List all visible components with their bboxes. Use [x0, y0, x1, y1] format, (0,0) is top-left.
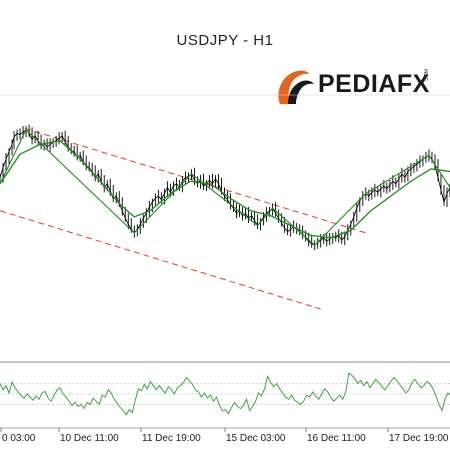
- price-plot: [0, 124, 450, 310]
- chart-title: USDJPY - H1: [176, 32, 274, 49]
- x-tick-label: 10 Dec 11:00: [60, 433, 119, 444]
- x-tick-label: 17 Dec 19:00: [389, 433, 449, 444]
- x-tick-label: 16 Dec 11:00: [307, 433, 366, 444]
- oscillator-plot: [0, 372, 450, 416]
- lower-channel-line: [0, 210, 321, 310]
- x-tick-label: 11 Dec 19:00: [142, 433, 201, 444]
- brand-logo: PEDIAFX .COM: [272, 64, 442, 106]
- oscillator-line: [0, 372, 450, 416]
- x-tick-label: 15 Dec 03:00: [226, 433, 286, 444]
- x-axis-ticks: [0, 428, 389, 432]
- brand-name: PEDIAFX: [318, 70, 430, 98]
- zigzag-swing-line: [0, 128, 450, 246]
- x-tick-label: 0 03:00: [2, 433, 36, 444]
- moving-average-line: [0, 140, 450, 239]
- price-line: [0, 129, 450, 246]
- logo-mark-icon: [278, 70, 314, 104]
